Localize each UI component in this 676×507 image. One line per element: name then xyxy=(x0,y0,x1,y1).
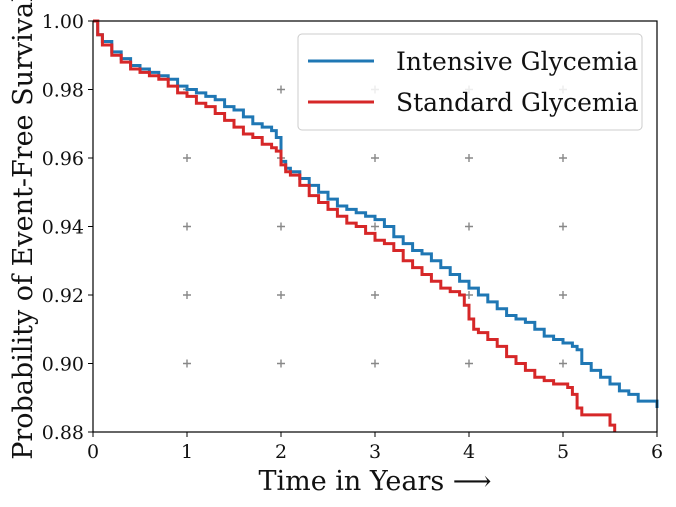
grid-marker xyxy=(371,291,379,299)
x-axis-ticks: 0 1 2 3 4 5 6 xyxy=(87,432,663,463)
y-axis-ticks: 0.88 0.90 0.92 0.94 0.96 0.98 1.00 xyxy=(42,11,93,444)
legend-box xyxy=(297,33,643,131)
y-tick-label: 0.98 xyxy=(42,80,84,102)
x-tick-label: 5 xyxy=(557,441,569,463)
legend-label-intensive: Intensive Glycemia xyxy=(396,47,638,76)
x-tick-label: 0 xyxy=(87,441,99,463)
y-tick-label: 0.94 xyxy=(42,217,84,239)
grid-marker xyxy=(371,154,379,162)
grid-marker xyxy=(277,291,285,299)
y-tick-label: 1.00 xyxy=(42,11,84,33)
legend: Intensive Glycemia Standard Glycemia xyxy=(297,33,643,131)
grid-marker xyxy=(277,85,285,94)
grid-marker xyxy=(465,291,473,299)
x-tick-label: 6 xyxy=(651,441,663,463)
series-lines xyxy=(93,19,659,432)
y-tick-label: 0.96 xyxy=(42,148,84,170)
y-tick-label: 0.92 xyxy=(42,285,84,307)
grid-marker xyxy=(465,154,473,162)
series-line-intensive xyxy=(93,19,659,409)
grid-marker xyxy=(277,222,285,231)
grid-marker xyxy=(559,291,567,299)
grid-marker xyxy=(465,359,473,368)
x-tick-label: 2 xyxy=(275,441,287,463)
grid-marker xyxy=(465,222,473,231)
grid-marker xyxy=(277,359,285,368)
grid-marker xyxy=(183,154,191,162)
grid-marker xyxy=(183,291,191,299)
grid-marker xyxy=(183,222,191,231)
grid-marker xyxy=(371,359,379,368)
grid-marker xyxy=(559,154,567,162)
x-tick-label: 1 xyxy=(181,441,193,463)
y-axis-label: Probability of Event-Free Survival xyxy=(8,0,39,460)
x-axis-label: Time in Years ⟶ xyxy=(258,466,491,497)
legend-label-standard: Standard Glycemia xyxy=(396,88,639,117)
x-tick-label: 4 xyxy=(463,441,475,463)
grid-marker xyxy=(559,359,567,368)
grid-marker xyxy=(183,359,191,368)
y-tick-label: 0.88 xyxy=(42,422,84,444)
series-line-standard xyxy=(93,19,617,432)
x-tick-label: 3 xyxy=(369,441,381,463)
grid-marker xyxy=(559,222,567,231)
y-tick-label: 0.90 xyxy=(42,354,84,376)
grid-marker xyxy=(371,222,379,231)
